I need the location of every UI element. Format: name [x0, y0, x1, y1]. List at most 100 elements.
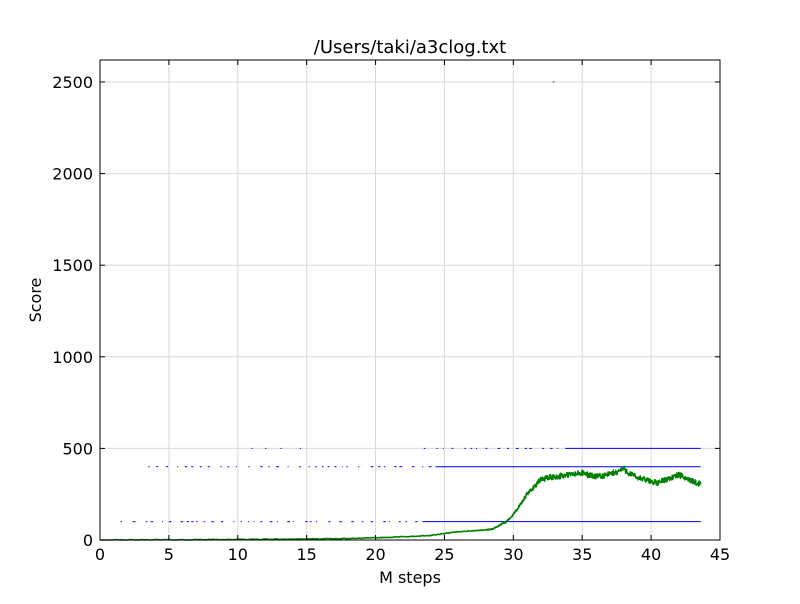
score-point-1-34 — [415, 521, 418, 523]
score-point-2-19 — [321, 466, 324, 468]
score-point-1-0 — [120, 521, 123, 523]
score-point-1-28 — [361, 521, 364, 523]
score-point-2-26 — [378, 466, 381, 468]
score-point-2-30 — [411, 466, 415, 468]
score-point-1-9 — [196, 521, 198, 523]
score-point-3-15 — [557, 447, 559, 449]
score-point-2-25 — [370, 466, 374, 468]
plot-frame — [99, 59, 721, 541]
score-point-2-4 — [184, 466, 188, 468]
score-point-1-6 — [180, 521, 184, 523]
score-point-1-12 — [220, 521, 224, 523]
score-point-2-1 — [156, 466, 159, 468]
score-point-1-30 — [383, 521, 386, 523]
score-point-2-14 — [275, 466, 279, 468]
score-point-4-1 — [265, 447, 267, 449]
score-point-1-8 — [191, 521, 194, 523]
x-tick-label-8: 40 — [641, 545, 661, 564]
score-point-3-14 — [550, 447, 553, 449]
score-point-1-1 — [132, 521, 136, 523]
score-point-1-16 — [253, 521, 255, 523]
score-point-2-10 — [235, 466, 237, 468]
x-tick-label-5: 25 — [434, 545, 454, 564]
score-point-1-33 — [405, 521, 407, 523]
score-point-2-31 — [422, 466, 424, 468]
score-point-2-27 — [383, 466, 386, 468]
grid-layer — [100, 60, 720, 540]
score-point-2-24 — [358, 466, 360, 468]
x-tick-label-1: 5 — [164, 545, 174, 564]
score-point-2-18 — [315, 466, 317, 468]
tick-label-layer: 0 5 10 15 20 25 30 35 40 45 0 500 1000 1500 2000 2500 — [52, 73, 730, 564]
score-point-1-24 — [315, 521, 317, 523]
score-point-2-8 — [220, 466, 222, 468]
chart-title: /Users/taki/a3clog.txt — [314, 37, 506, 58]
score-point-4-0 — [251, 447, 253, 449]
score-point-1-7 — [186, 521, 190, 523]
score-point-2-0 — [148, 466, 150, 468]
score-point-1-5 — [168, 521, 172, 523]
y-tick-label-3: 1500 — [52, 256, 93, 275]
score-point-3-6 — [476, 447, 478, 449]
score-point-2-21 — [334, 466, 337, 468]
score-point-1-32 — [398, 521, 401, 523]
plot-area — [100, 60, 720, 540]
score-point-1-21 — [292, 521, 294, 523]
score-point-1-23 — [309, 521, 312, 523]
score-point-3-1 — [436, 447, 438, 449]
x-tick-label-2: 10 — [228, 545, 248, 564]
score-point-3-5 — [470, 447, 473, 449]
score-point-3-11 — [524, 447, 527, 449]
x-tick-label-9: 45 — [710, 545, 730, 564]
x-axis-label: M steps — [379, 568, 441, 587]
score-point-3-0 — [423, 447, 426, 449]
x-tick-label-3: 15 — [296, 545, 316, 564]
score-point-2-16 — [298, 466, 301, 468]
score-point-2-22 — [341, 466, 343, 468]
score-point-1-2 — [145, 521, 148, 523]
score-point-1-11 — [211, 521, 214, 523]
score-point-2-12 — [260, 466, 263, 468]
score-point-2-13 — [268, 466, 270, 468]
score-point-1-17 — [260, 521, 263, 523]
moving-average-line — [100, 465, 702, 541]
score-point-2-32 — [428, 466, 432, 468]
score-point-3-4 — [464, 447, 466, 449]
score-point-3-2 — [442, 447, 444, 449]
score-point-2-28 — [394, 466, 397, 468]
score-point-1-20 — [287, 521, 291, 523]
x-tick-label-7: 35 — [572, 545, 592, 564]
score-point-2-23 — [346, 466, 348, 468]
score-point-1-4 — [162, 521, 163, 523]
score-point-3-8 — [497, 447, 501, 449]
score-point-4-2 — [280, 447, 282, 449]
y-axis-label: Score — [26, 278, 45, 323]
score-point-2-9 — [227, 466, 230, 468]
score-point-3-13 — [542, 447, 545, 449]
score-point-1-10 — [203, 521, 206, 523]
score-point-3-16 — [565, 447, 568, 449]
outlier-point-0 — [552, 81, 555, 83]
score-point-1-31 — [389, 521, 391, 523]
y-tick-label-1: 500 — [62, 439, 93, 458]
score-point-3-9 — [507, 447, 509, 449]
x-tick-label-0: 0 — [95, 545, 105, 564]
score-point-1-14 — [240, 521, 242, 523]
score-point-2-17 — [308, 466, 310, 468]
score-point-1-22 — [305, 521, 308, 523]
score-point-1-25 — [328, 521, 331, 523]
score-point-2-2 — [165, 466, 169, 468]
x-tick-label-4: 20 — [365, 545, 385, 564]
score-point-2-29 — [399, 466, 403, 468]
score-point-2-11 — [248, 466, 250, 468]
score-point-2-15 — [287, 466, 289, 468]
y-tick-label-0: 0 — [83, 531, 93, 550]
score-point-2-6 — [199, 466, 202, 468]
score-point-2-20 — [327, 466, 330, 468]
y-tick-label-2: 1000 — [52, 348, 93, 367]
score-point-1-13 — [233, 521, 235, 523]
axis-layer — [99, 59, 721, 541]
score-point-1-19 — [276, 521, 278, 523]
score-point-1-26 — [339, 521, 342, 523]
